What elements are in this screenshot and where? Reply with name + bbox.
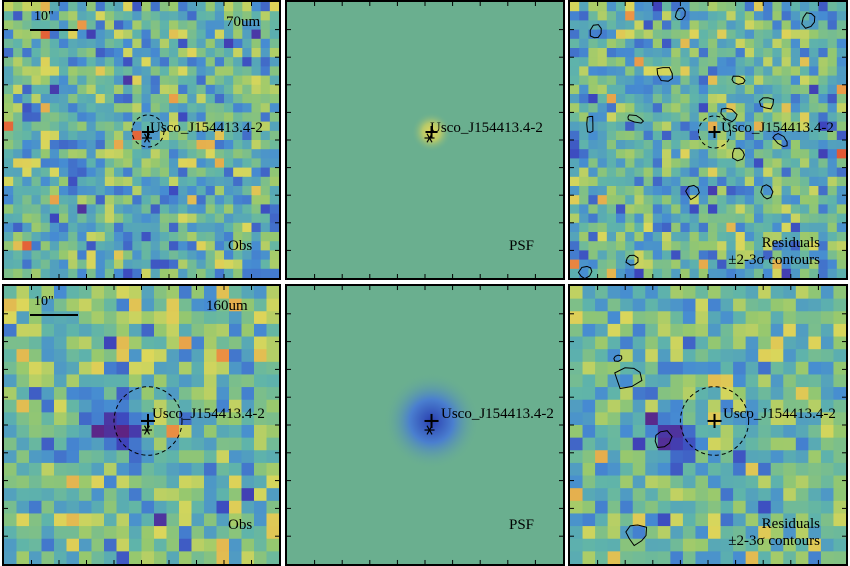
panel-label-psf: PSF	[509, 238, 535, 254]
panel-160um-psf: Usco_J154413.4-2 PSF	[285, 284, 565, 566]
map-70um-psf	[287, 2, 563, 278]
panel-label-residuals: Residuals	[761, 235, 820, 251]
panel-label-contours: ±2-3σ contours	[728, 252, 820, 268]
map-70um-residuals	[570, 2, 846, 278]
map-70um-obs	[4, 2, 279, 278]
band-label-160um: 160um	[206, 298, 248, 314]
band-label-70um: 70um	[226, 14, 261, 30]
panel-label-contours: ±2-3σ contours	[728, 533, 820, 549]
source-label: Usco_J154413.4-2	[152, 406, 265, 422]
source-label: Usco_J154413.4-2	[721, 120, 834, 136]
source-label: Usco_J154413.4-2	[430, 120, 543, 136]
scale-label: 10"	[34, 9, 54, 24]
scale-bar	[30, 314, 78, 316]
panel-160um-residuals: Usco_J154413.4-2 Residuals ±2-3σ contour…	[568, 284, 848, 566]
source-label: Usco_J154413.4-2	[441, 406, 554, 422]
map-160um-obs	[4, 286, 279, 564]
panel-70um-obs: 10" 70um Usco_J154413.4-2 Obs	[2, 0, 281, 280]
panel-label-psf: PSF	[509, 517, 535, 533]
scale-bar	[30, 29, 78, 31]
panel-70um-psf: Usco_J154413.4-2 PSF	[285, 0, 565, 280]
panel-label-residuals: Residuals	[761, 516, 820, 532]
scale-label: 10"	[34, 294, 54, 309]
map-160um-residuals	[570, 286, 846, 564]
panel-70um-residuals: Usco_J154413.4-2 Residuals ±2-3σ contour…	[568, 0, 848, 280]
panel-label-obs: Obs	[228, 238, 253, 254]
panel-label-obs: Obs	[228, 517, 253, 533]
source-label: Usco_J154413.4-2	[723, 406, 836, 422]
source-label: Usco_J154413.4-2	[150, 120, 263, 136]
map-160um-psf	[287, 286, 563, 564]
panel-160um-obs: 10" 160um Usco_J154413.4-2 Obs	[2, 284, 281, 566]
